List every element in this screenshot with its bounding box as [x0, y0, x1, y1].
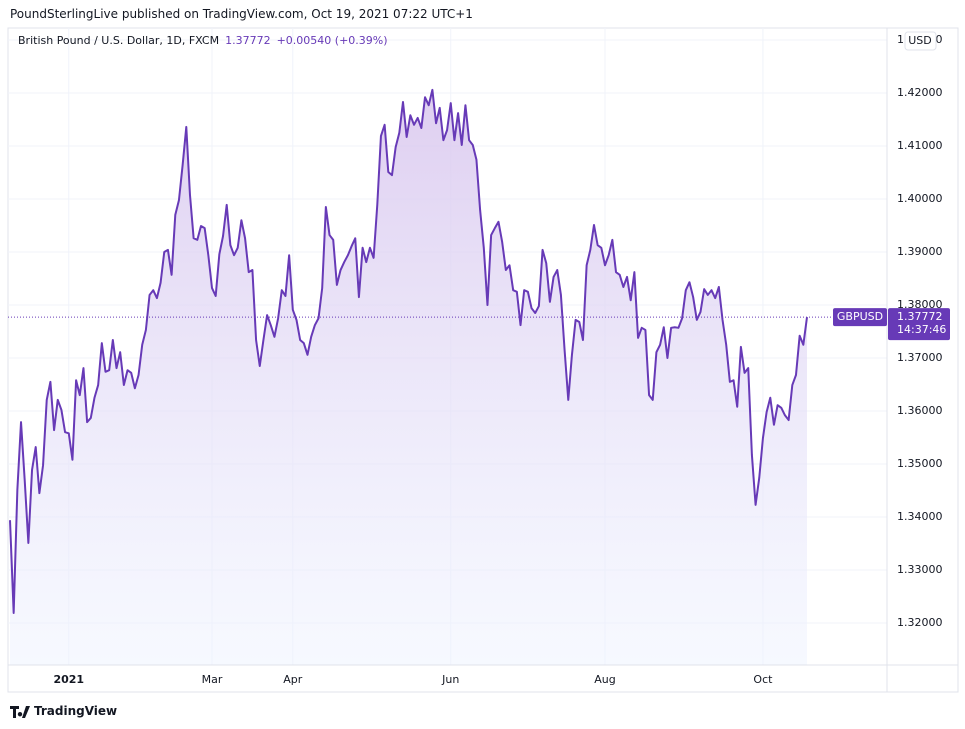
- last-price: 1.37772: [225, 34, 271, 47]
- x-tick-label: Aug: [594, 673, 615, 686]
- price-tag-value: 1.37772: [897, 310, 943, 323]
- y-tick-label: 1.36000: [897, 404, 943, 417]
- y-tick-label: 1.39000: [897, 245, 943, 258]
- countdown: 14:37:46: [897, 323, 946, 336]
- x-tick-label: 2021: [53, 673, 84, 686]
- symbol-title: British Pound / U.S. Dollar, 1D, FXCM: [18, 34, 220, 47]
- symbol-tag: [833, 308, 887, 327]
- y-tick-label: 1.42000: [897, 86, 943, 99]
- price-tag: [888, 308, 950, 341]
- publish-info: PoundSterlingLive published on TradingVi…: [10, 7, 473, 21]
- price-change: +0.00540 (+0.39%): [276, 34, 388, 47]
- y-tick-label: 1.40000: [897, 192, 943, 205]
- y-tick-label: 1.38000: [897, 298, 943, 311]
- y-tick-label: 1.34000: [897, 510, 943, 523]
- y-tick-label: 1.32000: [897, 616, 943, 629]
- logo-icon: [10, 706, 30, 718]
- x-tick-label: Mar: [202, 673, 223, 686]
- x-tick-label: Oct: [753, 673, 773, 686]
- legend: British Pound / U.S. Dollar, 1D, FXCM 1.3…: [18, 34, 394, 47]
- symbol-tag-label: GBPUSD: [837, 310, 883, 323]
- currency-label: USD: [908, 34, 932, 47]
- price-line: [9, 88, 808, 614]
- currency-badge: [904, 31, 937, 51]
- y-tick-label: 1.33000: [897, 563, 943, 576]
- x-tick-label: Apr: [283, 673, 303, 686]
- y-tick-label: 1.35000: [897, 457, 943, 470]
- area-fill: [10, 89, 807, 666]
- x-tick-label: Jun: [441, 673, 459, 686]
- brand: TradingView: [34, 704, 118, 718]
- y-tick-label: 1.41000: [897, 139, 943, 152]
- y-tick-label: 1.37000: [897, 351, 943, 364]
- chart-frame: [7, 27, 959, 693]
